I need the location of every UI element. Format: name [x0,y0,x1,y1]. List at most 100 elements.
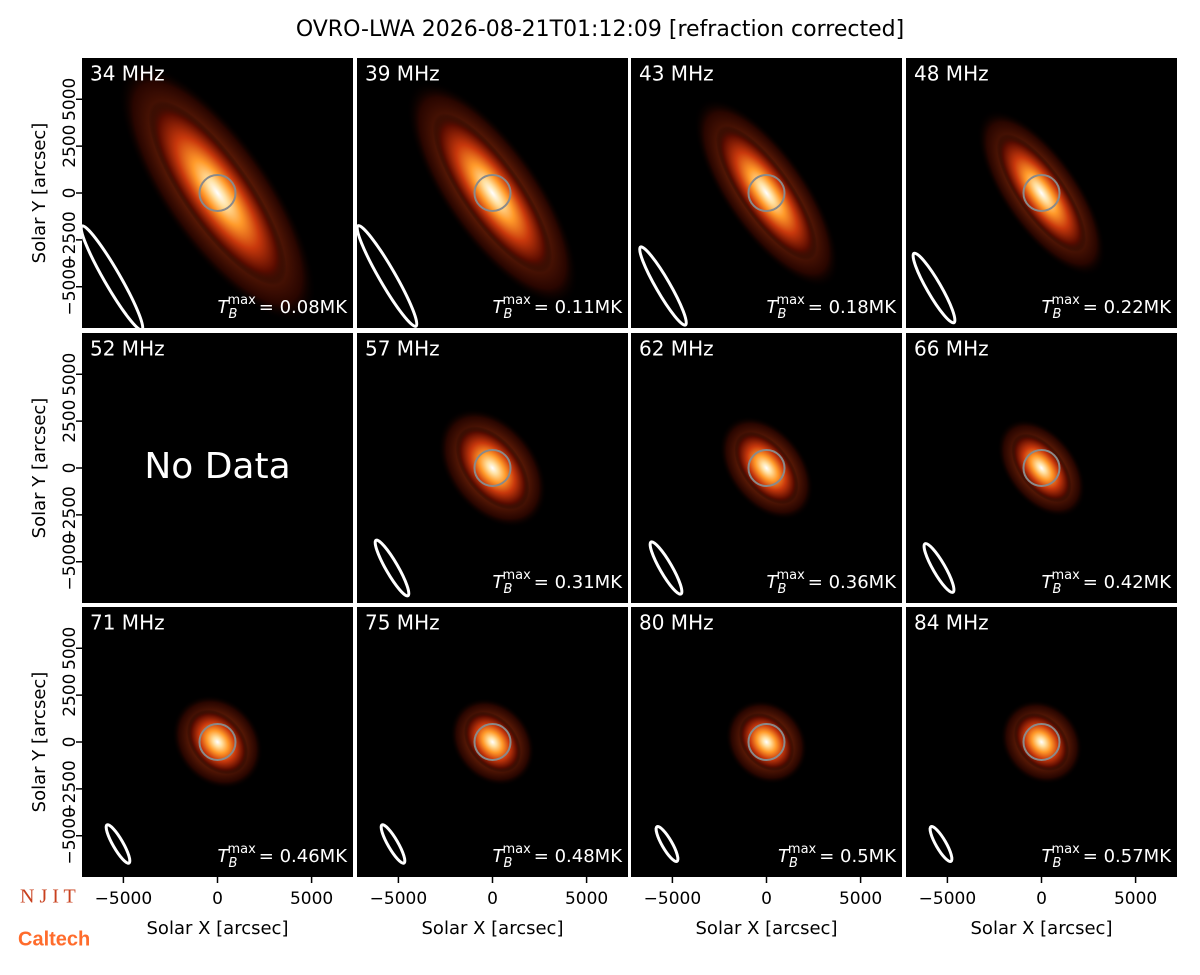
tb-part: = 0.11MK [534,297,623,318]
x-tick-label: −5000 [919,889,977,909]
beam [638,245,688,327]
freq-label: 52 MHz [90,337,165,361]
panel: 57 MHz TBmax = 0.31MK [357,333,628,603]
freq-label: 39 MHz [365,62,440,86]
panel: 39 MHz TBmax = 0.11MK [357,58,628,328]
tb-max: TBmax = 0.22MK [1042,293,1173,322]
x-tick-label: 0 [212,889,223,909]
tb-part: B [789,856,798,871]
y-tick-label: 5000 [60,353,80,396]
tb-part: = 0.31MK [534,572,623,593]
y-tick-label: 5000 [60,627,80,670]
panel: 71 MHz TBmax = 0.46MK [82,607,353,877]
tb-part: = 0.22MK [1083,297,1172,318]
tb-part: B [504,582,513,597]
panel: 43 MHz TBmax = 0.18MK [631,58,902,328]
solar-disk [747,174,786,212]
beam [379,823,407,865]
y-tick-label: 0 [60,188,80,199]
freq-label: 43 MHz [639,62,714,86]
tb-part: = 0.36MK [808,572,897,593]
tb-part: B [504,856,513,871]
y-axis-label: Solar Y [arcsec] [29,672,50,813]
tb-part: = 0.57MK [1083,846,1172,867]
emission [148,100,287,286]
x-tick-label: 5000 [565,889,608,909]
x-tick-label: 5000 [290,889,333,909]
x-tick-label: 5000 [839,889,882,909]
tb-part: B [778,307,787,322]
beam [654,825,680,863]
tb-max: TBmax = 0.57MK [1042,842,1173,871]
y-tick-label: 5000 [60,78,80,121]
tb-part: B [778,582,787,597]
tb-max: TBmax = 0.31MK [493,568,624,597]
chart-title: OVRO-LWA 2026-08-21T01:12:09 [refraction… [296,17,904,42]
freq-label: 57 MHz [365,337,440,361]
tb-max: TBmax = 0.11MK [493,293,624,322]
panel: 80 MHz TBmax = 0.5MK [631,607,902,877]
panel: 34 MHz TBmax = 0.08MK [82,58,353,328]
y-axis-label: Solar Y [arcsec] [29,123,50,264]
solar-disk [1022,723,1061,761]
y-tick-label: 2500 [60,673,80,716]
beam [373,538,411,598]
tb-part: T [218,846,231,867]
freq-label: 62 MHz [639,337,714,361]
y-tick-label: 0 [60,737,80,748]
x-axis-label: Solar X [arcsec] [971,918,1113,939]
solar-disk [1022,449,1061,487]
emission [996,134,1087,252]
tb-part: T [778,846,791,867]
panel: 62 MHz TBmax = 0.36MK [631,333,902,603]
y-tick-label: −2500 [60,486,80,544]
emission [734,431,799,505]
emission [738,713,795,771]
solar-disk [1022,174,1061,212]
freq-label: 66 MHz [914,337,989,361]
tb-part: B [504,307,513,322]
y-tick-label: −5000 [60,258,80,316]
x-tick-label: 0 [487,889,498,909]
emission [432,113,553,273]
tb-part: T [493,572,506,593]
x-tick-label: −5000 [95,889,153,909]
tb-max: TBmax = 0.36MK [767,568,898,597]
emission [463,711,522,773]
logo-caltech: Caltech [18,928,90,950]
panel-bg [82,333,353,603]
y-axis-label: Solar Y [arcsec] [29,398,50,539]
tb-part: T [1042,572,1055,593]
tb-part: B [1053,582,1062,597]
freq-label: 34 MHz [90,62,165,86]
tb-part: = 0.5MK [819,846,897,867]
solar-disk [747,723,786,761]
tb-part: T [767,297,780,318]
freq-label: 80 MHz [639,611,714,635]
logo-njit: N J I T [20,886,76,908]
beam [911,251,957,325]
tb-part: T [493,846,506,867]
tb-part: T [1042,846,1055,867]
solar-disk [473,723,512,761]
no-data: No Data [144,446,290,487]
beam [922,542,956,594]
tb-max: TBmax = 0.5MK [778,842,897,871]
y-tick-label: 2500 [60,399,80,442]
solar-disk [198,723,237,761]
y-tick-label: 0 [60,463,80,474]
tb-part: max [1051,842,1080,857]
x-axis-label: Solar X [arcsec] [422,918,564,939]
beam [357,224,419,328]
tb-part: max [502,568,531,583]
tb-max: TBmax = 0.42MK [1042,568,1173,597]
tb-part: T [493,297,506,318]
tb-part: max [502,293,531,308]
x-axis-label: Solar X [arcsec] [696,918,838,939]
emission [186,709,249,775]
y-tick-label: −2500 [60,760,80,818]
tb-part: max [502,842,531,857]
tb-part: T [218,297,231,318]
tb-max: TBmax = 0.46MK [218,842,349,871]
